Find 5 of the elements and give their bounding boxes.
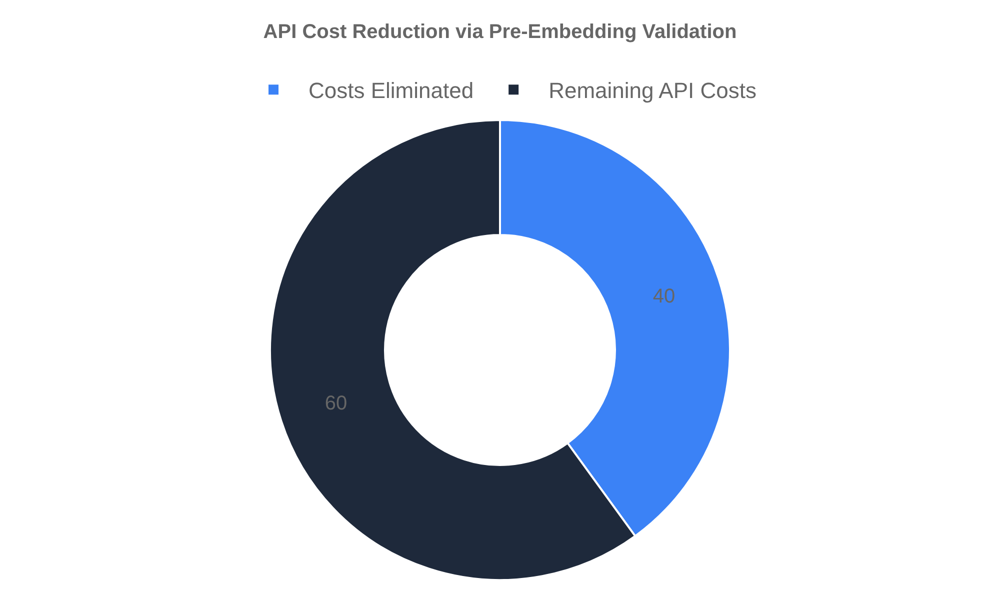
legend-label: Remaining API Costs bbox=[548, 78, 756, 104]
legend-label: Costs Eliminated bbox=[308, 78, 474, 104]
data-label: 40 bbox=[652, 286, 676, 308]
data-label: 60 bbox=[324, 392, 348, 414]
chart-title: API Cost Reduction via Pre-Embedding Validation bbox=[263, 21, 737, 43]
